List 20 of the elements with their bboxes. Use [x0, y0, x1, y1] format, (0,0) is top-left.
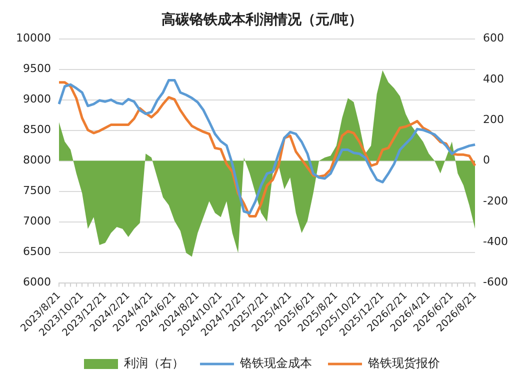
y-tick-label: 9500 [22, 62, 51, 76]
y-tick-label: 8500 [22, 123, 51, 136]
y2-tick-label: -600 [483, 276, 508, 289]
y2-tick-label: -400 [483, 234, 508, 248]
chart-title: 高碳铬铁成本利润情况（元/吨） [161, 11, 363, 28]
y2-tick-label: 0 [483, 154, 490, 167]
y-tick-label: 7500 [22, 184, 51, 198]
y2-tick-label: -200 [483, 194, 508, 208]
y2-tick-label: 600 [483, 32, 504, 45]
legend-label: 利润（右） [124, 356, 184, 370]
legend-label: 铬铁现金成本 [239, 356, 312, 370]
y-tick-label: 6500 [22, 245, 51, 258]
y2-tick-label: 400 [483, 72, 504, 86]
y-tick-label: 9000 [22, 92, 51, 106]
y-tick-label: 7000 [22, 214, 51, 228]
y-tick-label: 6000 [22, 276, 51, 289]
y2-tick-label: 200 [483, 112, 504, 126]
legend-label: 铬铁现货报价 [367, 356, 440, 370]
y-tick-label: 8000 [22, 154, 51, 167]
y-tick-label: 10000 [16, 32, 51, 45]
